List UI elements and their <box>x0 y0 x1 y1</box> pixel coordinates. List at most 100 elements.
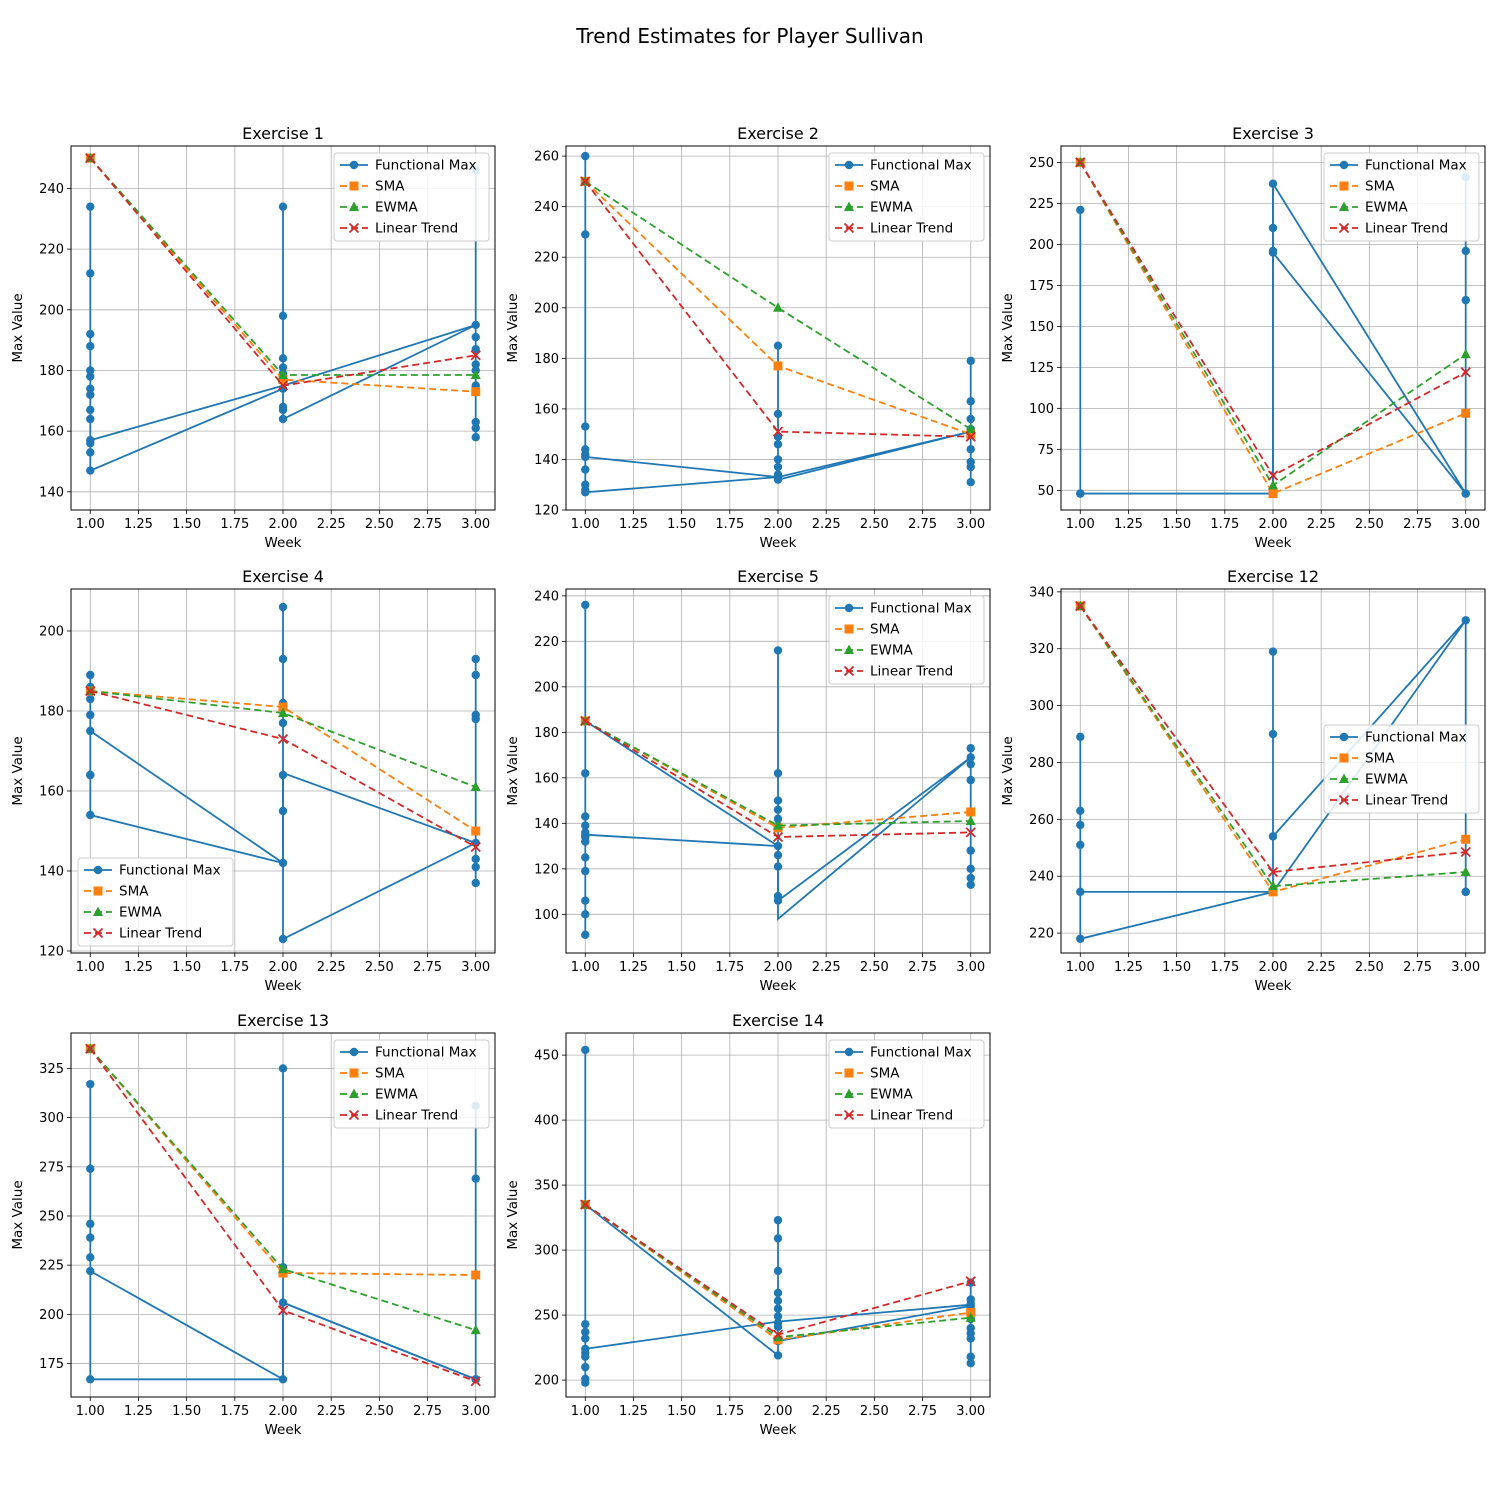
functional-max-point <box>278 934 288 944</box>
x-tick-label: 2.75 <box>1403 960 1432 975</box>
legend-marker <box>1338 222 1350 234</box>
functional-max-point <box>471 417 480 427</box>
x-tick-label: 2.00 <box>764 517 793 532</box>
x-axis-label: Week <box>1255 978 1292 994</box>
functional-max-point <box>1461 489 1470 498</box>
functional-max-point <box>1076 820 1085 830</box>
functional-max-point <box>581 853 590 862</box>
linear-trend-point <box>85 152 96 164</box>
y-tick-label: 160 <box>534 402 559 417</box>
functional-max-point <box>966 753 975 762</box>
y-tick-label: 160 <box>39 785 64 800</box>
functional-max-point <box>966 1278 975 1287</box>
legend-label: SMA <box>375 1066 405 1082</box>
y-tick-label: 220 <box>39 243 64 258</box>
subplot-title: Exercise 3 <box>1232 124 1314 143</box>
subplot-title: Exercise 13 <box>237 1011 329 1030</box>
linear-trend-point <box>1267 470 1279 481</box>
ewma-point <box>278 1263 288 1274</box>
x-tick-label: 2.75 <box>413 517 442 532</box>
legend-label: SMA <box>375 179 405 195</box>
functional-max-point <box>86 390 95 399</box>
sma-point <box>471 387 481 397</box>
linear-trend-point <box>277 733 289 745</box>
legend-label: Functional Max <box>119 863 221 879</box>
functional-max-point <box>1268 223 1278 233</box>
functional-max-point <box>773 1351 783 1360</box>
x-tick-label: 2.25 <box>317 517 346 532</box>
x-tick-label: 1.50 <box>172 1404 201 1419</box>
functional-max-point <box>86 329 95 339</box>
functional-max-point <box>966 445 975 454</box>
x-axis-label: Week <box>265 978 302 994</box>
legend-marker <box>843 1109 855 1121</box>
legend-box <box>77 857 234 947</box>
legend-marker <box>844 201 854 211</box>
functional-max-point <box>471 714 480 724</box>
ewma-point <box>965 423 976 434</box>
ewma-line <box>584 720 971 827</box>
y-tick-label: 260 <box>1029 813 1054 828</box>
functional-max-point <box>581 1327 590 1337</box>
y-axis-label: Max Value <box>1000 293 1016 362</box>
subplot-6: 1.00 1.25 1.50 1.75 2.00 2.25 2.50 2.75 3.00 220 2… <box>1000 567 1486 994</box>
y-tick-label: 325 <box>39 1062 64 1077</box>
linear-trend-point <box>580 1199 591 1210</box>
ewma-point <box>965 1312 976 1322</box>
functional-max-point <box>581 1362 590 1372</box>
functional-max-point <box>86 384 95 393</box>
legend-label: Functional Max <box>1365 730 1467 746</box>
x-tick-label: 1.50 <box>172 517 201 532</box>
y-tick-label: 120 <box>534 862 559 877</box>
functional-max-point <box>86 770 95 780</box>
x-tick-label: 2.75 <box>908 1404 937 1419</box>
functional-max-point <box>471 332 480 342</box>
functional-max-point <box>773 862 783 871</box>
functional-max-point <box>581 930 590 939</box>
functional-max-point <box>86 372 95 381</box>
subplot-3: 1.00 1.25 1.50 1.75 2.00 2.25 2.50 2.75 3.00 50 75… <box>1000 124 1486 551</box>
functional-max-point <box>966 846 975 855</box>
legend-label: EWMA <box>375 1087 419 1103</box>
functional-max-point <box>581 488 590 497</box>
y-tick-label: 125 <box>1029 361 1054 376</box>
x-tick-label: 2.50 <box>365 1404 394 1419</box>
linear-trend-line <box>1079 605 1466 873</box>
sma-point <box>278 702 288 712</box>
x-tick-label: 1.00 <box>571 1404 600 1419</box>
functional-max-point <box>966 1359 975 1368</box>
functional-max-point <box>1268 729 1278 739</box>
legend-label: SMA <box>119 884 149 900</box>
y-tick-label: 200 <box>534 680 559 695</box>
linear-trend-point <box>1460 846 1471 858</box>
subplot-7: 1.00 1.25 1.50 1.75 2.00 2.25 2.50 2.75 3.00 175 2… <box>10 1011 496 1438</box>
subplot-title: Exercise 2 <box>737 124 819 143</box>
y-tick-label: 220 <box>1029 927 1054 942</box>
linear-trend-point <box>1075 157 1086 168</box>
functional-max-point <box>471 862 480 872</box>
legend-box <box>1323 152 1480 242</box>
functional-max-trend <box>585 756 972 921</box>
legend-label: SMA <box>870 622 900 638</box>
x-axis-label: Week <box>760 535 797 551</box>
x-tick-label: 2.50 <box>860 960 889 975</box>
functional-max-point <box>278 311 288 321</box>
y-tick-label: 120 <box>39 945 64 960</box>
subplot-8: 1.00 1.25 1.50 1.75 2.00 2.25 2.50 2.75 3.00 200 2… <box>505 1011 991 1438</box>
x-tick-label: 2.00 <box>764 1404 793 1419</box>
y-tick-label: 200 <box>1029 238 1054 253</box>
functional-max-point <box>773 805 783 814</box>
ewma-point <box>470 781 481 791</box>
y-tick-label: 225 <box>39 1259 64 1274</box>
x-tick-label: 1.75 <box>715 960 744 975</box>
functional-max-point <box>86 202 95 211</box>
y-tick-label: 200 <box>534 301 559 316</box>
functional-max-point <box>773 1322 783 1332</box>
y-tick-label: 200 <box>39 1308 64 1323</box>
legend-marker <box>843 222 855 234</box>
functional-max-point <box>86 710 95 720</box>
legend-box <box>333 152 490 242</box>
functional-max-line <box>1079 617 1467 940</box>
sma-line <box>89 157 476 393</box>
